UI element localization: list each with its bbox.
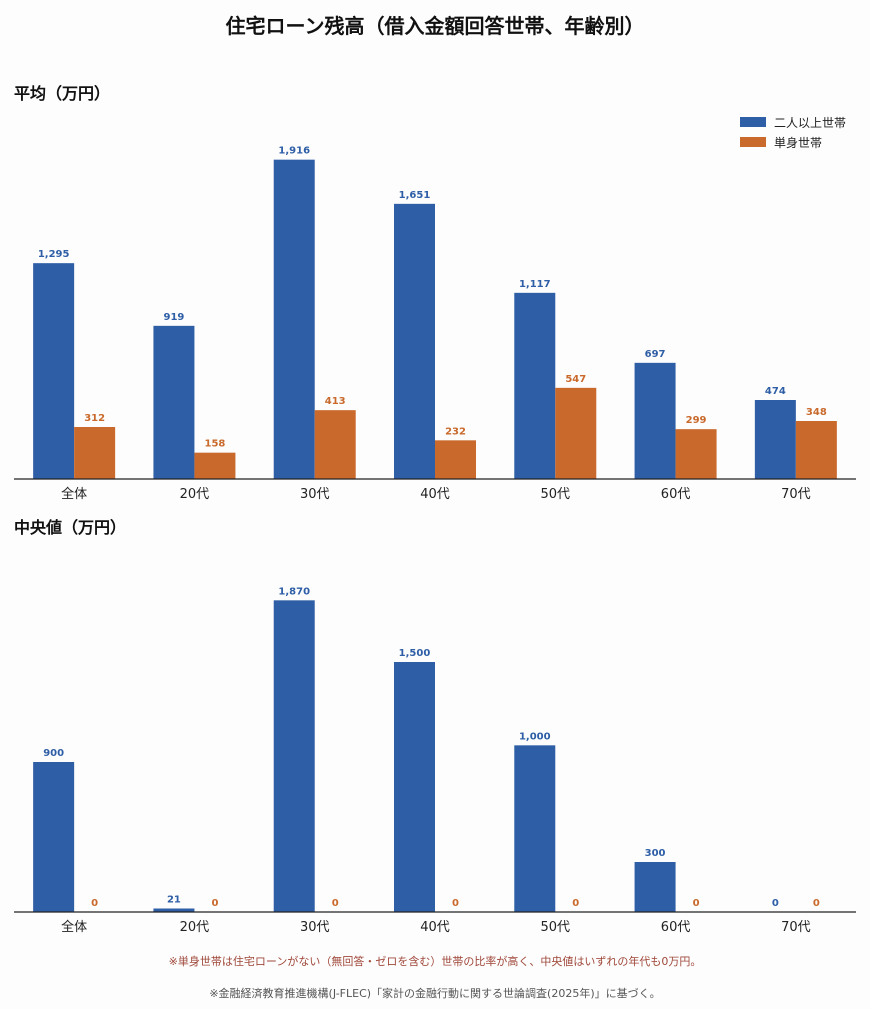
data-label-single-2: 0 [332,898,339,909]
footnote-source: ※金融経済教育推進機構(J-FLEC)「家計の金融行動に関する世論調査(2025… [209,987,661,1000]
data-label-single-1: 158 [204,439,225,450]
data-label-multi-0: 900 [43,748,64,759]
data-label-multi-3: 1,651 [399,190,431,201]
bar-single-6 [795,421,837,479]
legend-item-multi: 二人以上世帯 [740,112,846,132]
data-label-multi-6: 474 [765,386,786,397]
data-label-multi-4: 1,000 [519,731,551,742]
bar-multi-3 [394,203,435,480]
bar-multi-0 [33,762,75,912]
x-tick-label-5: 60代 [661,487,691,502]
data-label-multi-2: 1,916 [278,146,310,157]
x-tick-label-4: 50代 [541,920,571,935]
data-label-multi-6: 0 [772,898,779,909]
data-label-multi-1: 919 [163,312,184,323]
x-tick-label-0: 全体 [61,486,87,502]
bar-single-4 [555,387,597,479]
bar-single-3 [435,440,476,479]
bar-multi-5 [634,362,676,479]
data-label-single-5: 0 [693,898,700,909]
bar-multi-6 [754,400,796,479]
legend-label-multi: 二人以上世帯 [774,115,847,130]
data-label-multi-2: 1,870 [278,586,310,597]
chart-title: 住宅ローン残高（借入金額回答世帯、年齢別） [225,14,645,38]
x-tick-label-3: 40代 [420,487,450,502]
panel-title-mean: 平均（万円） [14,84,111,103]
bar-multi-5 [634,862,676,912]
bar-multi-4 [514,745,556,912]
data-label-single-2: 413 [325,396,346,407]
data-label-multi-0: 1,295 [38,249,70,260]
x-tick-label-1: 20代 [180,920,210,935]
bar-multi-3 [394,662,435,912]
bar-multi-4 [514,292,556,479]
x-tick-label-4: 50代 [541,487,571,502]
x-tick-label-6: 70代 [781,487,811,502]
legend: 二人以上世帯 単身世帯 [740,112,846,152]
data-label-single-5: 299 [686,415,707,426]
legend-label-single: 単身世帯 [774,135,823,150]
bar-multi-0 [33,263,75,479]
bar-multi-1 [153,908,195,912]
mean-bar-chart: 1,295 312 全体 919 158 20代 1,916 413 30代 1,651 232 40… [14,146,856,502]
data-label-single-0: 312 [84,413,105,424]
bar-multi-1 [153,325,195,479]
bar-multi-2 [273,600,315,912]
x-tick-label-5: 60代 [661,920,691,935]
x-tick-label-2: 30代 [300,920,330,935]
x-tick-label-3: 40代 [420,920,450,935]
data-label-single-1: 0 [211,898,218,909]
data-label-multi-5: 300 [645,848,666,859]
panel-title-median: 中央値（万円） [14,518,127,537]
data-label-single-3: 232 [445,426,466,437]
data-label-single-4: 0 [572,898,579,909]
legend-item-single: 単身世帯 [740,132,846,152]
data-label-single-3: 0 [452,898,459,909]
x-tick-label-0: 全体 [61,919,87,935]
bar-single-1 [194,452,236,479]
bar-single-0 [74,427,116,479]
data-label-multi-1: 21 [167,895,181,906]
legend-swatch-single [740,137,766,147]
footnote-single-households: ※単身世帯は住宅ローンがない（無回答・ゼロを含む）世帯の比率が高く、中央値はいず… [168,955,702,968]
data-label-multi-3: 1,500 [399,648,431,659]
x-tick-label-6: 70代 [781,920,811,935]
data-label-single-0: 0 [91,898,98,909]
data-label-single-4: 547 [565,374,586,385]
x-tick-label-1: 20代 [180,487,210,502]
data-label-single-6: 0 [813,898,820,909]
data-label-multi-4: 1,117 [519,279,551,290]
data-label-single-6: 348 [806,407,827,418]
bar-single-5 [675,429,717,479]
data-label-multi-5: 697 [645,349,666,360]
x-tick-label-2: 30代 [300,487,330,502]
bar-multi-2 [273,159,315,479]
legend-swatch-multi [740,117,766,127]
bar-single-2 [314,410,356,479]
